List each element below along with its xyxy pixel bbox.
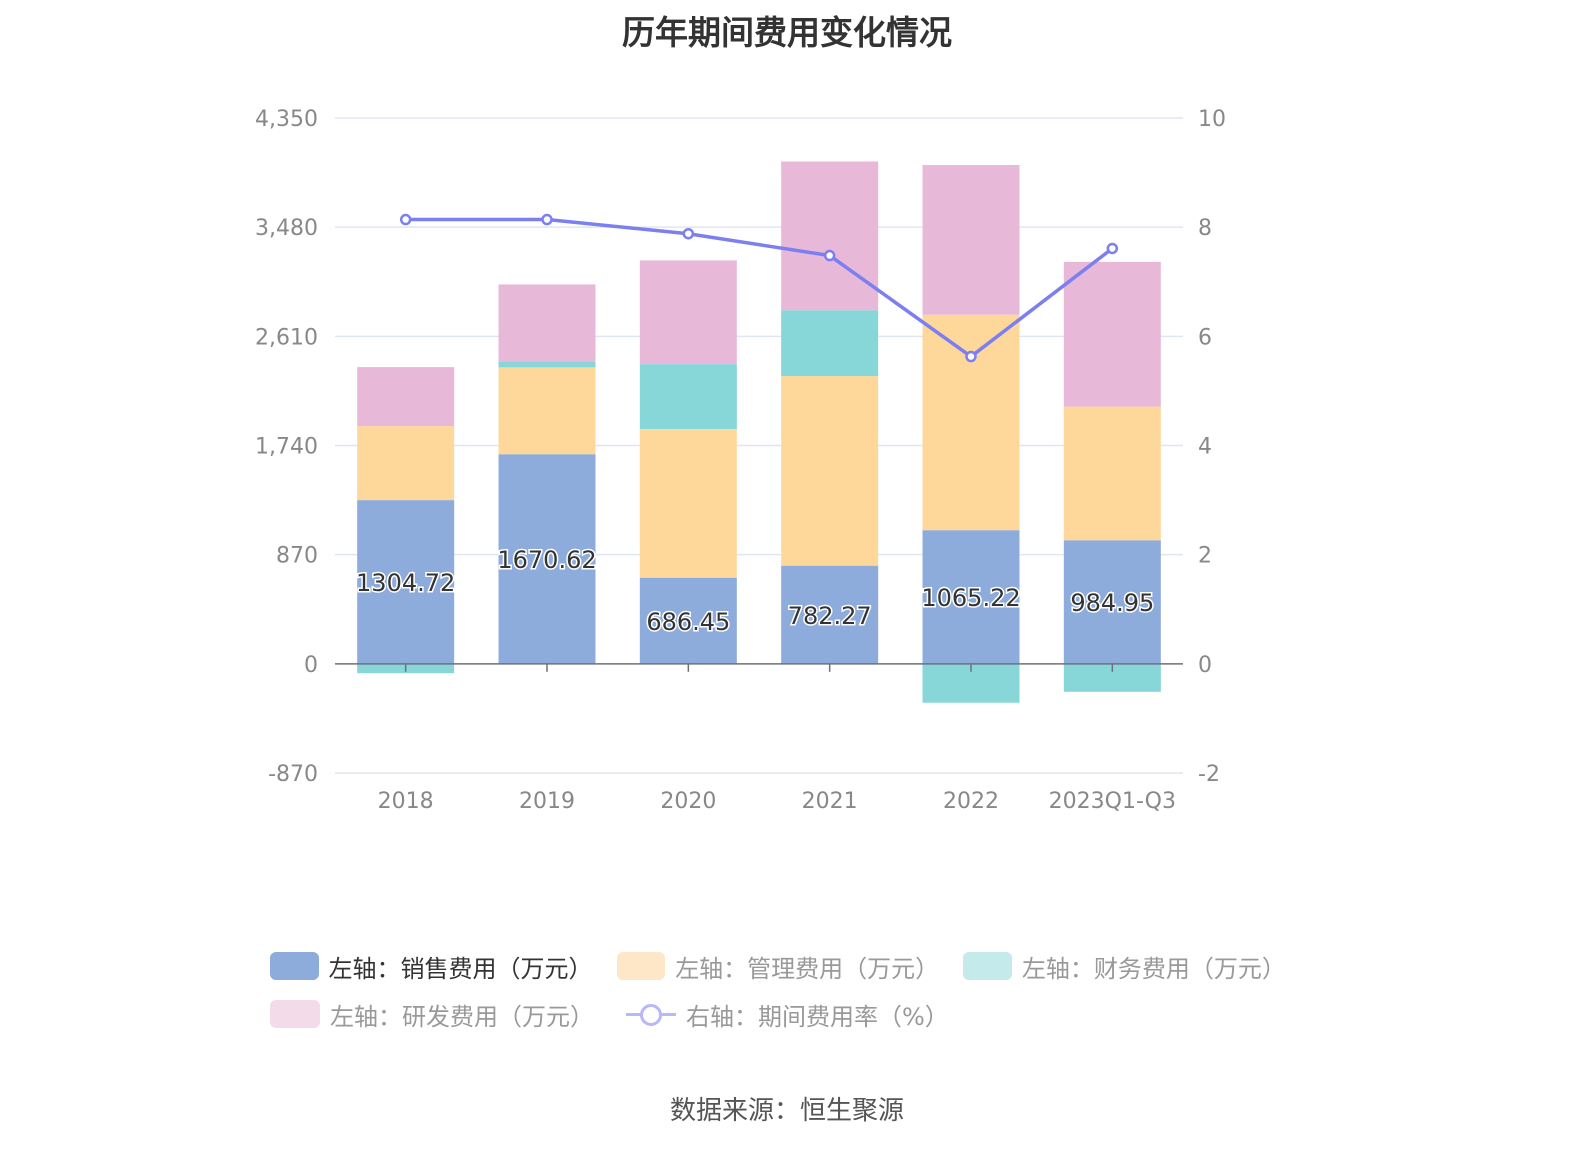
right-axis-tick-label: 6 bbox=[1198, 325, 1212, 350]
bar-segment bbox=[1063, 540, 1161, 664]
bar-segment bbox=[922, 165, 1020, 315]
legend-swatch-rd bbox=[270, 1000, 320, 1028]
legend-item-finance[interactable]: 左轴：财务费用（万元） bbox=[963, 949, 1286, 984]
bar-segment bbox=[781, 565, 879, 664]
chart-plot: 4,350 3,480 2,610 1,740 870 0 -870 10 8 6 4 2 0 -2 201… bbox=[255, 107, 1226, 814]
bar-segment bbox=[357, 500, 455, 664]
x-axis-tick-label: 2020 bbox=[660, 789, 716, 814]
bar-segment bbox=[498, 454, 596, 664]
bar-segment bbox=[498, 361, 596, 368]
bar-segment bbox=[639, 429, 737, 578]
bar-segment bbox=[781, 376, 879, 566]
legend: 左轴：销售费用（万元） 左轴：管理费用（万元） 左轴：财务费用（万元） 左轴：研… bbox=[270, 942, 1310, 1038]
bar-data-label: 1065.22 bbox=[921, 584, 1020, 612]
x-axis-tick-label: 2022 bbox=[943, 789, 999, 814]
bar-segment bbox=[357, 426, 455, 501]
bar-data-label: 686.45 bbox=[646, 608, 730, 636]
left-axis-tick-label: 2,610 bbox=[255, 325, 318, 350]
right-axis-tick-label: 10 bbox=[1198, 107, 1226, 132]
expense-rate-point bbox=[965, 350, 977, 363]
legend-label: 左轴：管理费用（万元） bbox=[675, 954, 940, 983]
expense-rate-point bbox=[1106, 242, 1119, 255]
expense-rate-line bbox=[405, 217, 1114, 359]
bar-segment bbox=[922, 314, 1020, 531]
left-axis-tick-label: -870 bbox=[268, 762, 318, 787]
bar-segment bbox=[1063, 261, 1161, 407]
legend-line-circle-icon bbox=[626, 1000, 676, 1028]
legend-label: 右轴：期间费用率（%） bbox=[686, 1002, 949, 1031]
legend-label: 左轴：销售费用（万元） bbox=[328, 954, 593, 983]
expense-rate-point bbox=[541, 213, 553, 226]
bar-segment bbox=[498, 367, 596, 455]
right-axis-tick-label: -2 bbox=[1198, 762, 1220, 787]
right-axis-tick-label: 8 bbox=[1198, 216, 1212, 241]
expense-rate-point bbox=[682, 227, 695, 240]
legend-swatch-admin bbox=[616, 952, 666, 980]
legend-item-rd[interactable]: 左轴：研发费用（万元） bbox=[270, 997, 594, 1032]
left-axis-tick-label: 870 bbox=[276, 544, 318, 569]
x-axis-tick-label: 2019 bbox=[519, 789, 575, 814]
legend-label: 左轴：研发费用（万元） bbox=[330, 1002, 594, 1031]
expense-rate-point bbox=[823, 249, 836, 262]
bar-segment bbox=[639, 364, 737, 430]
bar-data-label: 1304.72 bbox=[356, 569, 455, 597]
legend-swatch-sales bbox=[270, 952, 319, 980]
bar-segment bbox=[922, 530, 1020, 664]
bar-segment bbox=[1063, 406, 1161, 541]
chart-title: 历年期间费用变化情况 bbox=[622, 13, 952, 52]
bar-segment bbox=[639, 577, 737, 664]
left-axis-tick-label: 4,350 bbox=[255, 107, 318, 132]
right-axis-tick-label: 2 bbox=[1198, 544, 1212, 569]
bar-segment bbox=[639, 260, 737, 365]
left-axis-tick-label: 1,740 bbox=[255, 435, 318, 460]
bar-segment bbox=[781, 310, 879, 377]
right-axis-tick-label: 0 bbox=[1198, 653, 1212, 678]
bar-segment bbox=[357, 367, 455, 427]
legend-item-sales[interactable]: 左轴：销售费用（万元） bbox=[270, 949, 593, 984]
right-axis-tick-label: 4 bbox=[1198, 435, 1212, 460]
left-axis-tick-label: 3,480 bbox=[255, 216, 318, 241]
bar-data-label: 984.95 bbox=[1070, 589, 1154, 617]
bar-segment bbox=[498, 284, 596, 362]
legend-item-expense-rate[interactable]: 右轴：期间费用率（%） bbox=[626, 997, 949, 1032]
x-axis-tick-label: 2021 bbox=[802, 789, 858, 814]
x-axis-tick-label: 2018 bbox=[378, 789, 434, 814]
left-axis-tick-label: 0 bbox=[304, 653, 318, 678]
bar-data-label: 1670.62 bbox=[497, 546, 596, 574]
bar-segment bbox=[781, 161, 879, 311]
data-source: 数据来源：恒生聚源 bbox=[669, 1096, 904, 1126]
legend-label: 左轴：财务费用（万元） bbox=[1021, 954, 1286, 983]
legend-swatch-finance bbox=[963, 952, 1012, 980]
legend-item-admin[interactable]: 左轴：管理费用（万元） bbox=[616, 949, 940, 984]
bar-data-label: 782.27 bbox=[788, 602, 872, 630]
expense-rate-point bbox=[399, 213, 412, 226]
x-axis-tick-label: 2023Q1-Q3 bbox=[1049, 789, 1176, 814]
